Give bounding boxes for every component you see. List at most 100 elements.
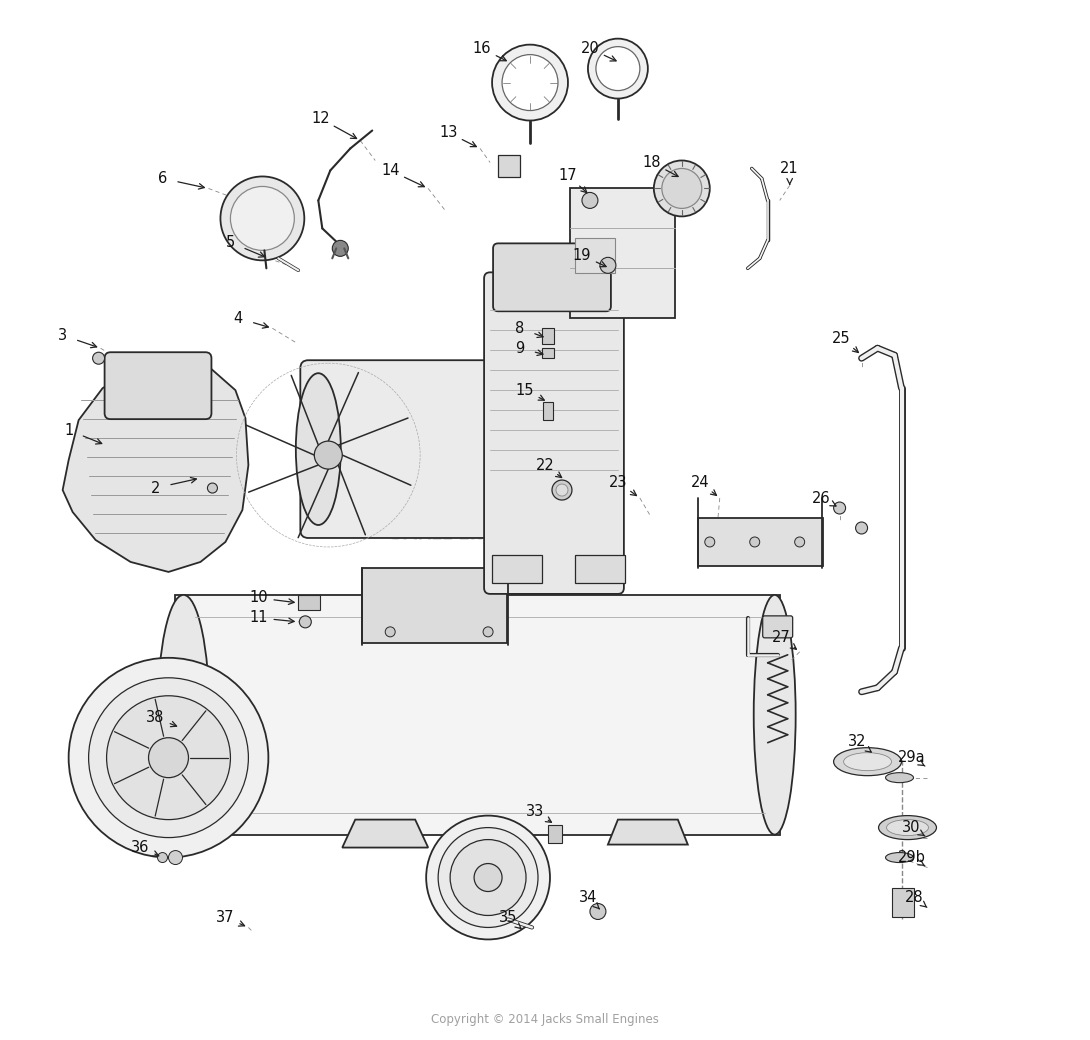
Text: 27: 27	[773, 630, 791, 646]
Text: 28: 28	[905, 890, 924, 905]
Text: 5: 5	[226, 235, 235, 250]
Circle shape	[474, 863, 502, 891]
Bar	[498, 156, 520, 178]
Bar	[548, 825, 562, 842]
Text: 36: 36	[132, 840, 149, 855]
Polygon shape	[62, 362, 249, 572]
Circle shape	[552, 480, 572, 500]
Text: 16: 16	[473, 42, 492, 56]
Text: 35: 35	[499, 910, 518, 925]
Text: 4: 4	[233, 311, 243, 326]
FancyBboxPatch shape	[105, 353, 211, 419]
Circle shape	[450, 839, 526, 915]
Text: 9: 9	[516, 341, 524, 356]
Circle shape	[438, 828, 538, 928]
Text: 18: 18	[643, 155, 662, 170]
Bar	[892, 887, 913, 917]
Bar	[299, 595, 320, 609]
Polygon shape	[342, 820, 428, 848]
Bar	[175, 595, 779, 834]
Ellipse shape	[158, 595, 209, 834]
Text: 33: 33	[525, 804, 544, 820]
FancyBboxPatch shape	[484, 272, 623, 594]
Text: 30: 30	[903, 821, 921, 835]
FancyBboxPatch shape	[493, 243, 610, 311]
Text: 6: 6	[158, 171, 167, 186]
Circle shape	[556, 484, 568, 496]
Text: 23: 23	[608, 474, 627, 490]
Bar	[362, 568, 507, 643]
Text: 29b: 29b	[897, 850, 925, 865]
Text: 32: 32	[848, 734, 867, 749]
Text: 21: 21	[780, 161, 799, 176]
Polygon shape	[608, 820, 688, 844]
Text: Copyright © 2014 Jacks Small Engines: Copyright © 2014 Jacks Small Engines	[431, 1013, 659, 1025]
Bar	[698, 518, 823, 566]
Text: 8: 8	[516, 320, 524, 336]
Text: 24: 24	[690, 474, 710, 490]
Ellipse shape	[834, 748, 901, 776]
Text: 25: 25	[833, 331, 851, 345]
Bar	[574, 555, 625, 582]
Text: 15: 15	[516, 383, 534, 397]
Circle shape	[332, 240, 349, 256]
Circle shape	[856, 522, 868, 534]
Bar	[574, 238, 615, 274]
Text: 2: 2	[150, 480, 160, 495]
Bar	[542, 329, 554, 344]
Circle shape	[314, 441, 342, 469]
Circle shape	[588, 38, 647, 99]
Circle shape	[662, 168, 702, 208]
Circle shape	[385, 627, 396, 636]
Circle shape	[88, 678, 249, 837]
Circle shape	[502, 55, 558, 110]
Text: 17: 17	[559, 168, 578, 183]
Ellipse shape	[844, 753, 892, 771]
Circle shape	[654, 160, 710, 216]
Bar	[542, 348, 554, 358]
Ellipse shape	[886, 820, 929, 835]
Text: 29a: 29a	[898, 750, 925, 765]
Text: 13: 13	[439, 125, 458, 140]
Text: SMALL ENGINES: SMALL ENGINES	[390, 526, 541, 544]
Circle shape	[158, 853, 168, 862]
Text: 19: 19	[572, 248, 591, 263]
Circle shape	[705, 537, 715, 547]
Circle shape	[220, 177, 304, 260]
Bar	[570, 188, 675, 318]
Ellipse shape	[879, 815, 936, 839]
Circle shape	[169, 851, 182, 864]
Circle shape	[600, 257, 616, 274]
Circle shape	[750, 537, 760, 547]
Circle shape	[148, 737, 189, 778]
Text: 1: 1	[64, 422, 73, 438]
Ellipse shape	[753, 595, 796, 834]
Circle shape	[483, 627, 493, 636]
Circle shape	[492, 45, 568, 121]
Circle shape	[426, 815, 550, 939]
Ellipse shape	[295, 373, 341, 525]
Text: 14: 14	[382, 163, 399, 178]
Text: 11: 11	[250, 610, 268, 625]
Circle shape	[93, 353, 105, 364]
Ellipse shape	[885, 853, 913, 862]
Text: 10: 10	[250, 591, 268, 605]
Bar	[492, 555, 542, 582]
Circle shape	[230, 186, 294, 251]
Circle shape	[590, 904, 606, 919]
Text: 22: 22	[535, 458, 555, 472]
Circle shape	[69, 658, 268, 858]
Bar	[543, 402, 553, 420]
Text: 37: 37	[216, 910, 234, 925]
Ellipse shape	[885, 773, 913, 783]
FancyBboxPatch shape	[301, 360, 556, 538]
Circle shape	[207, 483, 217, 493]
Text: 12: 12	[311, 111, 329, 126]
Text: Jacks: Jacks	[415, 494, 514, 526]
Circle shape	[582, 192, 598, 208]
Circle shape	[795, 537, 804, 547]
Text: 34: 34	[579, 890, 597, 905]
Circle shape	[834, 502, 846, 514]
Text: 26: 26	[812, 491, 831, 505]
Text: 38: 38	[146, 710, 165, 725]
